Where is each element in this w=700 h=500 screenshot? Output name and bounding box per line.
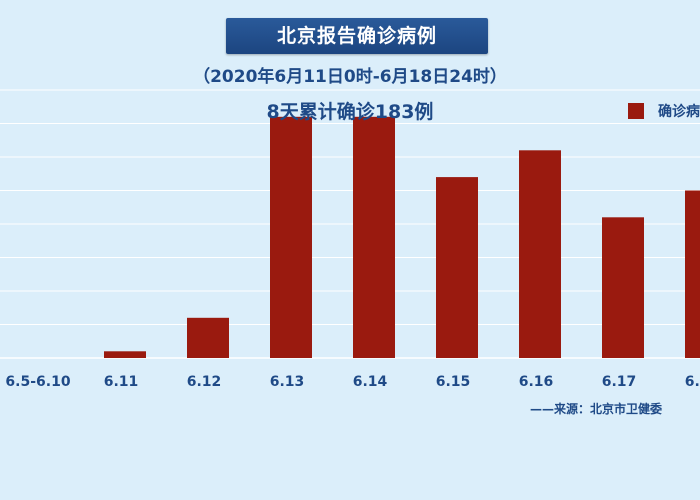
x-tick-label: 6.16 (519, 374, 554, 390)
bar-6.17 (602, 217, 644, 358)
bar-6.11 (104, 351, 146, 358)
x-tick-label: 6.17 (602, 374, 637, 390)
x-tick-label: 6.15 (436, 374, 471, 390)
source-note: ——来源：北京市卫健委 (530, 402, 663, 416)
legend-label: 确诊病例 (658, 104, 700, 120)
x-tick-label: 6.14 (353, 374, 388, 390)
x-tick-label: 6.11 (104, 374, 139, 390)
chart-title: 北京报告确诊病例 (226, 18, 488, 54)
chart-subtitle: （2020年6月11日0时-6月18日24时） (193, 67, 507, 87)
x-tick-label: 6.12 (187, 374, 222, 390)
bar-6.15 (436, 177, 478, 358)
bar-6.14 (353, 116, 395, 358)
bar-6.12 (187, 317, 229, 358)
x-tick-label: 6.5-6.10 (5, 374, 70, 390)
legend: 确诊病例 (628, 100, 700, 124)
bar-6.18 (685, 190, 700, 358)
x-tick-label: 6.18 (685, 374, 700, 390)
legend-swatch (628, 103, 644, 119)
bar-6.16 (519, 150, 561, 358)
bar-6.13 (270, 116, 312, 358)
grid-lines (0, 89, 700, 359)
bars (104, 116, 700, 358)
category-labels: 6.5-6.10 6.11 6.12 6.13 6.14 6.15 6.16 6.17 6.18 (5, 374, 700, 390)
x-tick-label: 6.13 (270, 374, 305, 390)
total-cases-headline: 8天累计确诊183例 (266, 101, 434, 123)
